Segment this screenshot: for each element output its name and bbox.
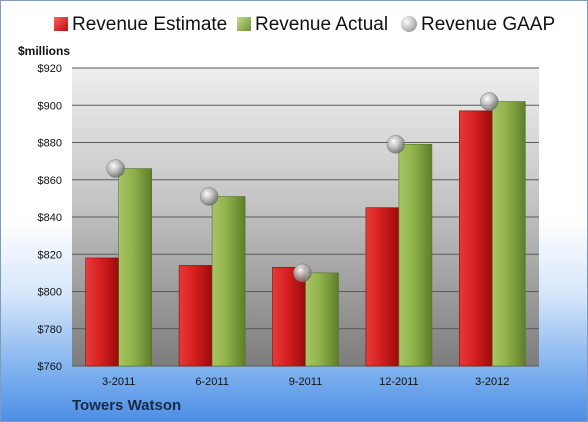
x-tick-label: 9-2011 xyxy=(289,376,322,388)
y-tick-label: $880 xyxy=(38,138,62,150)
y-tick-label: $780 xyxy=(38,324,62,336)
bar-revenue-estimate xyxy=(178,265,213,367)
bar-revenue-actual xyxy=(398,144,433,367)
bar-revenue-actual xyxy=(305,272,339,367)
x-tick-label: 6-2011 xyxy=(195,376,228,388)
bar-revenue-estimate xyxy=(272,266,306,367)
marker-revenue-gaap xyxy=(293,263,312,283)
bar-revenue-actual xyxy=(118,168,152,367)
legend-label-gaap: Revenue GAAP xyxy=(421,14,556,35)
bar-revenue-estimate xyxy=(458,110,493,367)
red-square-icon xyxy=(54,17,68,31)
y-tick-label: $800 xyxy=(38,287,62,299)
y-axis-unit-label: $millions xyxy=(18,44,71,58)
marker-revenue-gaap xyxy=(106,159,125,178)
y-tick-label: $820 xyxy=(38,249,62,261)
bar-revenue-estimate xyxy=(365,207,400,367)
marker-revenue-gaap xyxy=(480,92,499,111)
marker-revenue-gaap xyxy=(199,187,219,206)
bar-revenue-estimate xyxy=(85,257,119,367)
green-square-icon xyxy=(237,17,251,31)
gray-sphere-icon xyxy=(401,16,417,32)
y-tick-label: $860 xyxy=(38,175,62,187)
company-name: Towers Watson xyxy=(72,397,182,414)
y-tick-label: $900 xyxy=(38,100,62,112)
legend-label-actual: Revenue Actual xyxy=(255,14,389,35)
x-tick-label: 12-2011 xyxy=(379,376,419,388)
y-tick-label: $840 xyxy=(38,212,62,224)
legend-label-estimate: Revenue Estimate xyxy=(72,14,228,35)
y-tick-label: $760 xyxy=(38,361,62,373)
y-tick-label: $920 xyxy=(38,63,62,75)
x-tick-label: 3-2012 xyxy=(475,376,509,388)
marker-revenue-gaap xyxy=(386,135,406,154)
bar-revenue-actual xyxy=(211,196,246,367)
bar-revenue-actual xyxy=(491,101,526,367)
x-tick-label: 3-2011 xyxy=(102,376,135,388)
